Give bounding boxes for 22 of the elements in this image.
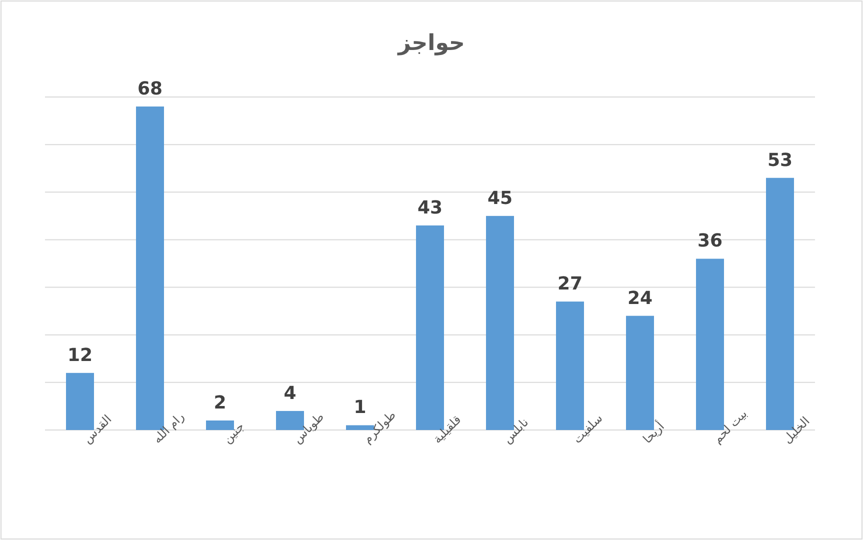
data-label: 36: [697, 230, 723, 252]
x-tick-label: القدس: [80, 412, 114, 446]
data-label: 24: [627, 288, 653, 309]
data-label: 4: [284, 382, 296, 404]
x-tick-label: رام الله: [150, 409, 187, 446]
data-label: 27: [557, 274, 583, 295]
x-tick-label: طوباس: [290, 410, 327, 446]
x-tick-label: أريحا: [640, 418, 668, 446]
x-tick-label: جنين: [220, 419, 247, 446]
data-label: 12: [67, 344, 93, 366]
x-tick-label: سلفيت: [570, 411, 606, 446]
x-tick-label: نابلس: [500, 415, 532, 446]
data-label: 53: [767, 150, 793, 171]
x-tick-label: قلقيلية: [430, 412, 464, 446]
x-tick-label: بيت لحم: [710, 406, 750, 446]
data-label: 43: [417, 197, 443, 218]
data-label: 45: [487, 188, 513, 209]
chart-title: حواجز: [397, 31, 465, 56]
x-tick-label: الخليل: [780, 414, 812, 446]
data-label: 1: [354, 397, 366, 418]
data-label: 68: [137, 78, 163, 100]
data-label: 2: [214, 392, 226, 414]
